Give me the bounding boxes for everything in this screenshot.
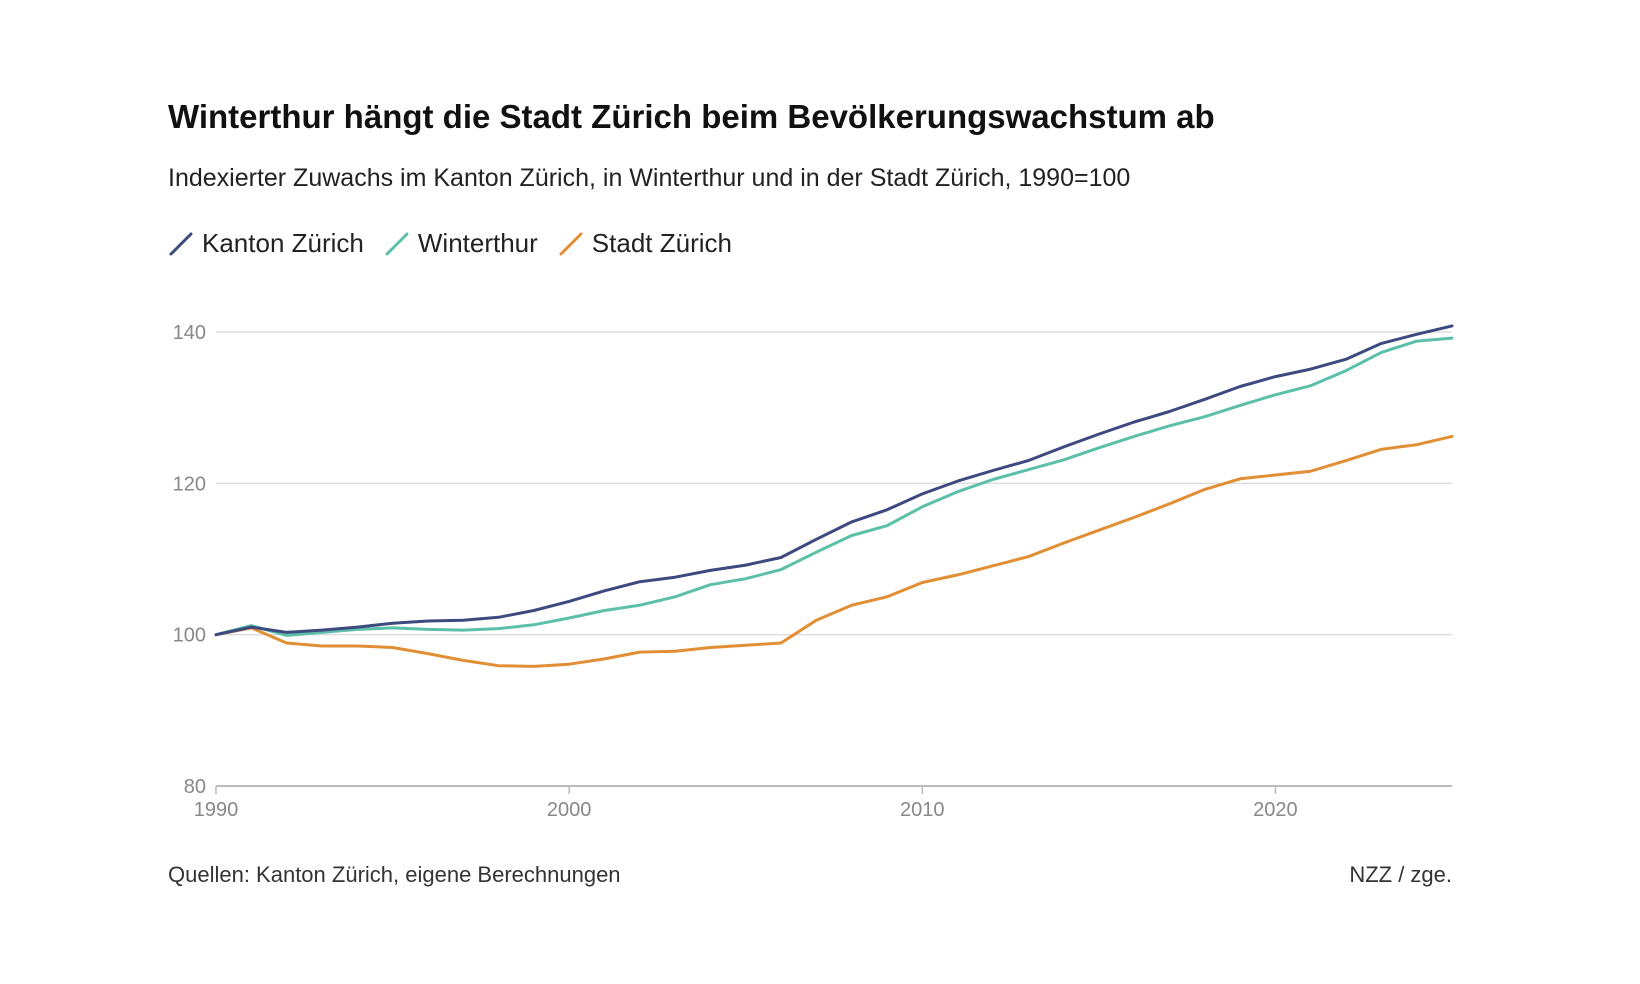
chart-title: Winterthur hängt die Stadt Zürich beim B… [168, 98, 1215, 135]
legend-item-kanton: Kanton Zürich [168, 228, 364, 259]
series-line-winterthur [214, 336, 1454, 637]
y-tick-label: 100 [173, 625, 206, 647]
x-tick-label: 2000 [547, 799, 592, 821]
y-tick-label: 120 [173, 473, 206, 495]
y-tick-label: 140 [173, 322, 206, 344]
x-tick-label: 1990 [194, 799, 239, 821]
legend-swatch-winterthur-icon [385, 232, 409, 255]
credit-note: NZZ / zge. [1349, 862, 1452, 887]
legend-label-stadt: Stadt Zürich [591, 228, 732, 258]
legend-label-kanton: Kanton Zürich [202, 228, 364, 258]
y-tick-label: 80 [184, 776, 206, 798]
legend-swatch-stadt-icon [559, 232, 583, 255]
x-tick-label: 2010 [900, 799, 945, 821]
x-tick-label: 2020 [1253, 799, 1298, 821]
legend-item-winterthur: Winterthur [384, 228, 538, 259]
chart-subtitle: Indexierter Zuwachs im Kanton Zürich, in… [168, 164, 1131, 192]
legend-item-stadt: Stadt Zürich [558, 228, 732, 259]
legend-swatch-kanton-icon [169, 232, 193, 255]
series-line-stadt-z-rich [214, 434, 1454, 668]
source-note: Quellen: Kanton Zürich, eigene Berechnun… [168, 862, 621, 887]
series-line-kanton-z-rich [214, 324, 1454, 637]
legend: Kanton Zürich Winterthur Stadt Zürich [168, 228, 752, 259]
legend-label-winterthur: Winterthur [417, 228, 538, 258]
